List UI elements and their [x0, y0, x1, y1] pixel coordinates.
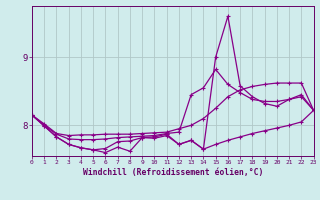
X-axis label: Windchill (Refroidissement éolien,°C): Windchill (Refroidissement éolien,°C)	[83, 168, 263, 177]
